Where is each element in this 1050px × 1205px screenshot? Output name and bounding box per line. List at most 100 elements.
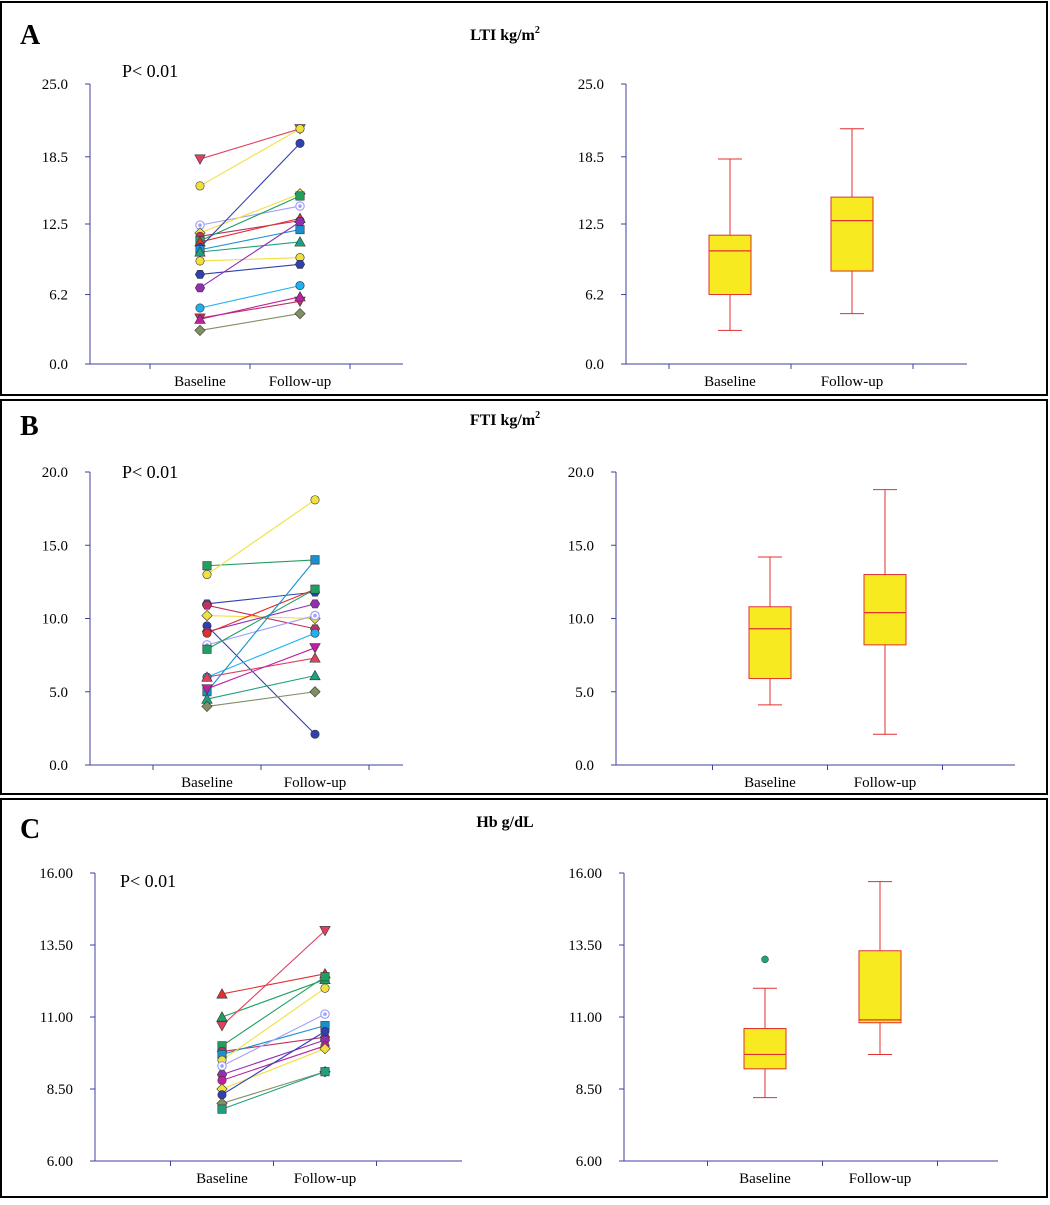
panel-a-dot-point (295, 138, 305, 148)
panel-c-dot-series-line (221, 987, 326, 1061)
panel-a-box-y-tick-label: 25.0 (578, 77, 604, 93)
panel-c-dot-point (320, 972, 330, 982)
panel-a-dot-point (194, 324, 206, 337)
panel-b-dot-series-line (206, 657, 316, 678)
panel-a-dot-point (294, 290, 306, 302)
panel-a-dot-point (294, 236, 306, 247)
panel-c: C Hb g/dL P< 0.01 6.00 8.50 11.00 13.50 16.0… (0, 798, 1048, 1198)
panel-c-dot-series-line (221, 930, 326, 1027)
panel-a-dot-point (295, 191, 305, 201)
panel-a-pvalue: P< 0.01 (122, 61, 178, 81)
panel-c-box-x-tick-label: Baseline (739, 1171, 791, 1187)
panel-b-dot-x-tick-label: Follow-up (284, 775, 347, 791)
panel-a-dot-y-tick-label: 25.0 (42, 77, 68, 93)
panel-a-dot-series-line (199, 313, 301, 331)
panel-a-dot-series-line (199, 217, 301, 243)
panel-c-dot-point-center (220, 1064, 224, 1068)
panel-a-dot-point (294, 307, 306, 320)
panel-b-dot-series-line (206, 559, 316, 567)
panel-b-box-y-tick-label: 20.0 (568, 465, 594, 481)
panel-a-box-y-tick-label: 0.0 (585, 357, 604, 373)
panel-c-dot-point (216, 1011, 228, 1022)
panel-b-dot-point (309, 669, 321, 681)
panel-a-dot-point (194, 270, 206, 279)
panel-a-box-x-tick-label: Baseline (704, 374, 756, 390)
panel-c-dot-series-line (221, 1013, 326, 1067)
panel-c-dot-point (319, 1043, 331, 1055)
panel-b-dot-point (309, 643, 321, 654)
panel-c-dot-series-line (221, 1030, 326, 1096)
panel-b-dot-point (309, 652, 321, 663)
panel-b-dot-point (201, 609, 213, 622)
panel-c-dot-point (320, 1026, 330, 1036)
panel-b-box-x-tick-label: Baseline (744, 775, 796, 791)
panel-a-box-y-tick-label: 6.2 (585, 288, 604, 304)
panel-b-pvalue: P< 0.01 (122, 462, 178, 482)
panel-b-dot-point (202, 628, 212, 638)
panel-b-dot-point (310, 555, 320, 565)
panel-c-dot-chart: 6.00 8.50 11.00 13.50 16.00 Baseline Follow-up (39, 866, 462, 1187)
panel-a-box-y-tick-label: 18.5 (578, 150, 604, 166)
panel-c-dot-y-tick-label: 6.00 (47, 1154, 73, 1170)
panel-c-dot-point (216, 988, 228, 999)
panel-b-dot-series-line (206, 588, 316, 634)
panel-b-box-box (748, 606, 792, 680)
panel-b-dot-point (310, 729, 320, 739)
panel-b-dot-series-line (206, 625, 316, 735)
panel-c-dot-series-line (221, 1071, 326, 1104)
panel-a-box-box (708, 234, 752, 296)
panel-c-title-text: Hb g/dL (476, 814, 533, 831)
panel-c-dot-point (217, 1090, 227, 1100)
panel-a-title-text: LTI kg/m (470, 27, 535, 44)
panel-a-dot-point (295, 281, 305, 291)
panel-c-dot-series-line (221, 976, 326, 1047)
panel-a-dot-point (294, 259, 306, 269)
panel-a-dot-point (194, 154, 206, 165)
panel-b-box-y-tick-label: 5.0 (575, 685, 594, 701)
panel-b-dot-y-tick-label: 20.0 (42, 465, 68, 481)
panel-b-dot-y-tick-label: 10.0 (42, 612, 68, 628)
panel-b: B FTI kg/m2 P< 0.01 0.05.010.015.020.0Ba… (0, 399, 1048, 795)
panel-b-dot-series-line (206, 615, 316, 620)
panel-a-box-y-tick-label: 12.5 (578, 217, 604, 233)
panel-a-dot-series-line (199, 142, 301, 248)
panel-b-dot-series-line (206, 615, 316, 646)
panel-b-dot-point (310, 584, 320, 594)
panel-a-dot-series-line (199, 128, 301, 187)
panel-c-dot-point (216, 1021, 228, 1032)
panel-a-dot-series-line (199, 195, 301, 242)
panel-b-dot-point (201, 700, 213, 713)
panel-b-dot-series-line (206, 675, 316, 700)
panel-c-box-box (743, 1028, 787, 1070)
panel-a-frame (0, 1, 1048, 396)
panel-a-dot-series-line (199, 205, 301, 226)
panel-b-dot-series-line (206, 691, 316, 707)
panel-a-dot-point (195, 181, 205, 191)
panel-a-dot-series-line (199, 193, 301, 234)
panel-b-dot-point (202, 570, 212, 580)
panel-b-dot-series-line (206, 591, 316, 605)
panel-b-dot-x-tick-label: Baseline (181, 775, 233, 791)
panel-a-dot-series-line (199, 285, 301, 309)
panel-a-dot-point (295, 124, 305, 134)
panel-b-dot-series-line (206, 647, 316, 690)
panel-b-frame (0, 399, 1048, 795)
panel-a-box-chart: 0.0 6.2 12.5 18.5 25.0 Baseline Follow-up (578, 77, 967, 390)
panel-b-dot-series-line (206, 499, 316, 576)
panel-b-box-y-tick-label: 0.0 (575, 758, 594, 774)
panel-c-dot-series-line (221, 1071, 326, 1110)
panel-a-dot-point (294, 217, 306, 227)
panel-b-dot-point (310, 628, 320, 638)
panel-b-box-chart: 0.0 5.0 10.0 15.0 20.0 Baseline Follow-up (568, 465, 1015, 791)
panel-c-dot-point (320, 983, 330, 993)
panel-b-title-text: FTI kg/m (470, 412, 536, 429)
panel-a-dot-y-tick-label: 18.5 (42, 150, 68, 166)
panel-a-dot-point-center (198, 223, 202, 227)
panel-a-dot-point (195, 303, 205, 313)
panel-c-dot-x-tick-label: Follow-up (294, 1171, 357, 1187)
panel-c-box-box (858, 950, 902, 1024)
panel-c-dot-y-tick-label: 11.00 (40, 1010, 73, 1026)
panel-a-dot-x-tick-label: Baseline (174, 374, 226, 390)
panel-a-dot-x-tick-label: Follow-up (269, 374, 332, 390)
